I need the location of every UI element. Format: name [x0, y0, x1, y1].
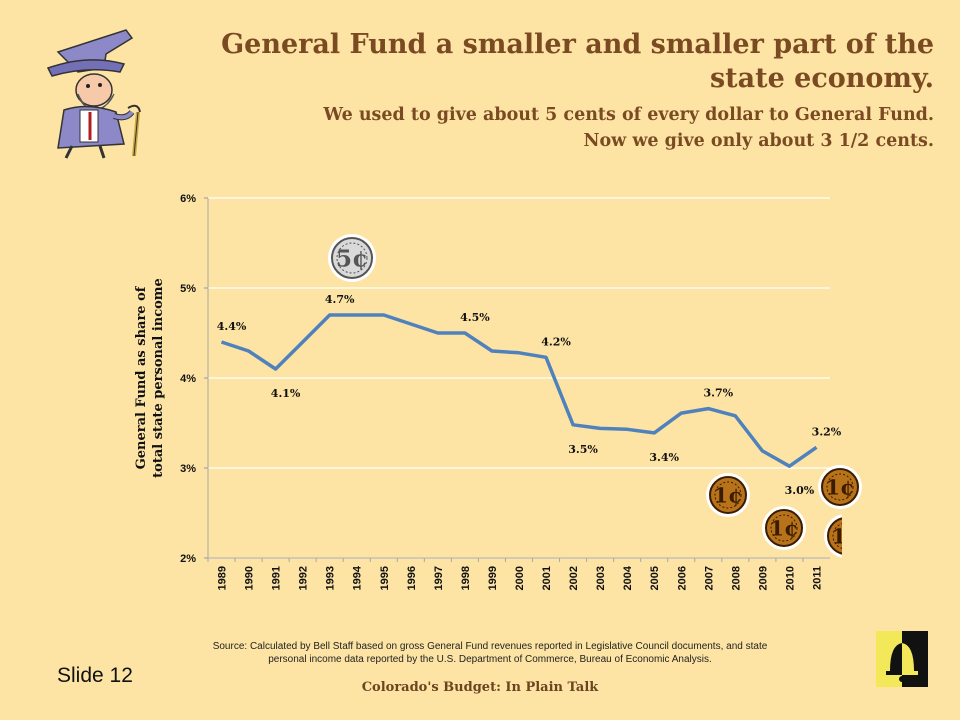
- x-tick-label: 2001: [541, 566, 553, 590]
- data-label: 4.2%: [541, 335, 571, 348]
- data-label: 3.5%: [568, 443, 598, 456]
- x-tick-label: 2000: [514, 566, 526, 590]
- y-axis-label-line-2: total state personal income: [151, 278, 166, 478]
- x-tick-label: 1996: [406, 566, 418, 590]
- data-label: 4.5%: [460, 311, 490, 324]
- x-tick-label: 1992: [298, 566, 310, 590]
- footer-title: Colorado's Budget: In Plain Talk: [361, 680, 599, 695]
- x-tick-label: 1991: [271, 566, 283, 590]
- slide-subtitle: We used to give about 5 cents of every d…: [134, 102, 934, 154]
- nickel-coin: 5¢: [328, 234, 376, 282]
- penny-coin-3-label: 1¢: [826, 476, 855, 500]
- y-tick-label: 2%: [180, 553, 196, 565]
- slide-title: General Fund a smaller and smaller part …: [221, 29, 934, 94]
- penny-coin-2-label: 1¢: [770, 517, 799, 541]
- source-note: Source: Calculated by Bell Staff based o…: [212, 641, 768, 665]
- data-label: 4.1%: [271, 387, 301, 400]
- data-label: 3.4%: [649, 451, 679, 464]
- slide-number: Slide 12: [57, 664, 133, 687]
- data-label: 4.4%: [217, 320, 247, 333]
- x-tick-label: 2005: [649, 566, 661, 590]
- y-tick-label: 3%: [180, 463, 196, 475]
- subtitle-line-2: Now we give only about 3 1/2 cents.: [583, 131, 935, 151]
- x-tick-label: 2006: [676, 566, 688, 590]
- nickel-coin-label: 5¢: [336, 245, 368, 272]
- penny-coin-4: 1¢: [824, 514, 861, 558]
- data-label: 3.7%: [704, 387, 734, 400]
- y-tick-label: 5%: [180, 283, 196, 295]
- x-tick-label: 2002: [568, 566, 580, 590]
- x-tick-label: 2010: [784, 566, 796, 590]
- series-line: [220, 313, 818, 468]
- x-tick-label: 1989: [217, 566, 229, 590]
- bell-logo-icon: [876, 631, 928, 687]
- penny-coin-4-label: 1¢: [832, 525, 861, 549]
- x-tick-label: 1993: [325, 566, 337, 590]
- cartoon-mascot-illustration: [46, 29, 141, 159]
- x-tick-label: 2011: [811, 566, 823, 590]
- x-axis-tick-labels: 1989 1990 1991 1992 1993 1994 1995 1996 1997 1998…: [207, 558, 823, 590]
- x-tick-label: 1990: [244, 566, 256, 590]
- y-tick-label: 4%: [180, 373, 196, 385]
- x-tick-label: 2003: [595, 566, 607, 590]
- x-tick-label: 1999: [487, 566, 499, 590]
- x-tick-label: 1995: [379, 566, 391, 590]
- penny-coin-3: 1¢: [818, 465, 862, 509]
- data-labels: 4.4% 4.1% 4.7% 4.5% 4.2% 3.5% 3.4% 3.7% 3.0% 3.2%: [217, 293, 842, 497]
- x-tick-label: 2009: [757, 566, 769, 590]
- y-axis-tick-labels: 2% 3% 4% 5% 6%: [180, 193, 196, 565]
- penny-coin-2: 1¢: [762, 506, 806, 550]
- data-label: 3.2%: [812, 425, 842, 438]
- x-tick-label: 1997: [433, 566, 445, 590]
- data-label: 4.7%: [325, 293, 355, 306]
- x-tick-label: 2008: [730, 566, 742, 590]
- chart-axes: [207, 198, 830, 559]
- subtitle-line-1: We used to give about 5 cents of every d…: [323, 105, 934, 125]
- y-tick-label: 6%: [180, 193, 196, 205]
- x-tick-label: 2004: [622, 565, 634, 590]
- x-tick-label: 1994: [352, 565, 364, 590]
- coin-decorations: 5¢ 1¢ 1¢ 1¢ 1¢: [328, 234, 862, 558]
- y-axis-label-line-1: General Fund as share of: [134, 285, 149, 469]
- penny-coin-1-label: 1¢: [714, 484, 743, 508]
- penny-coin-1: 1¢: [706, 473, 750, 517]
- x-tick-label: 2007: [703, 566, 715, 590]
- x-tick-label: 1998: [460, 566, 472, 590]
- data-label: 3.0%: [785, 484, 815, 497]
